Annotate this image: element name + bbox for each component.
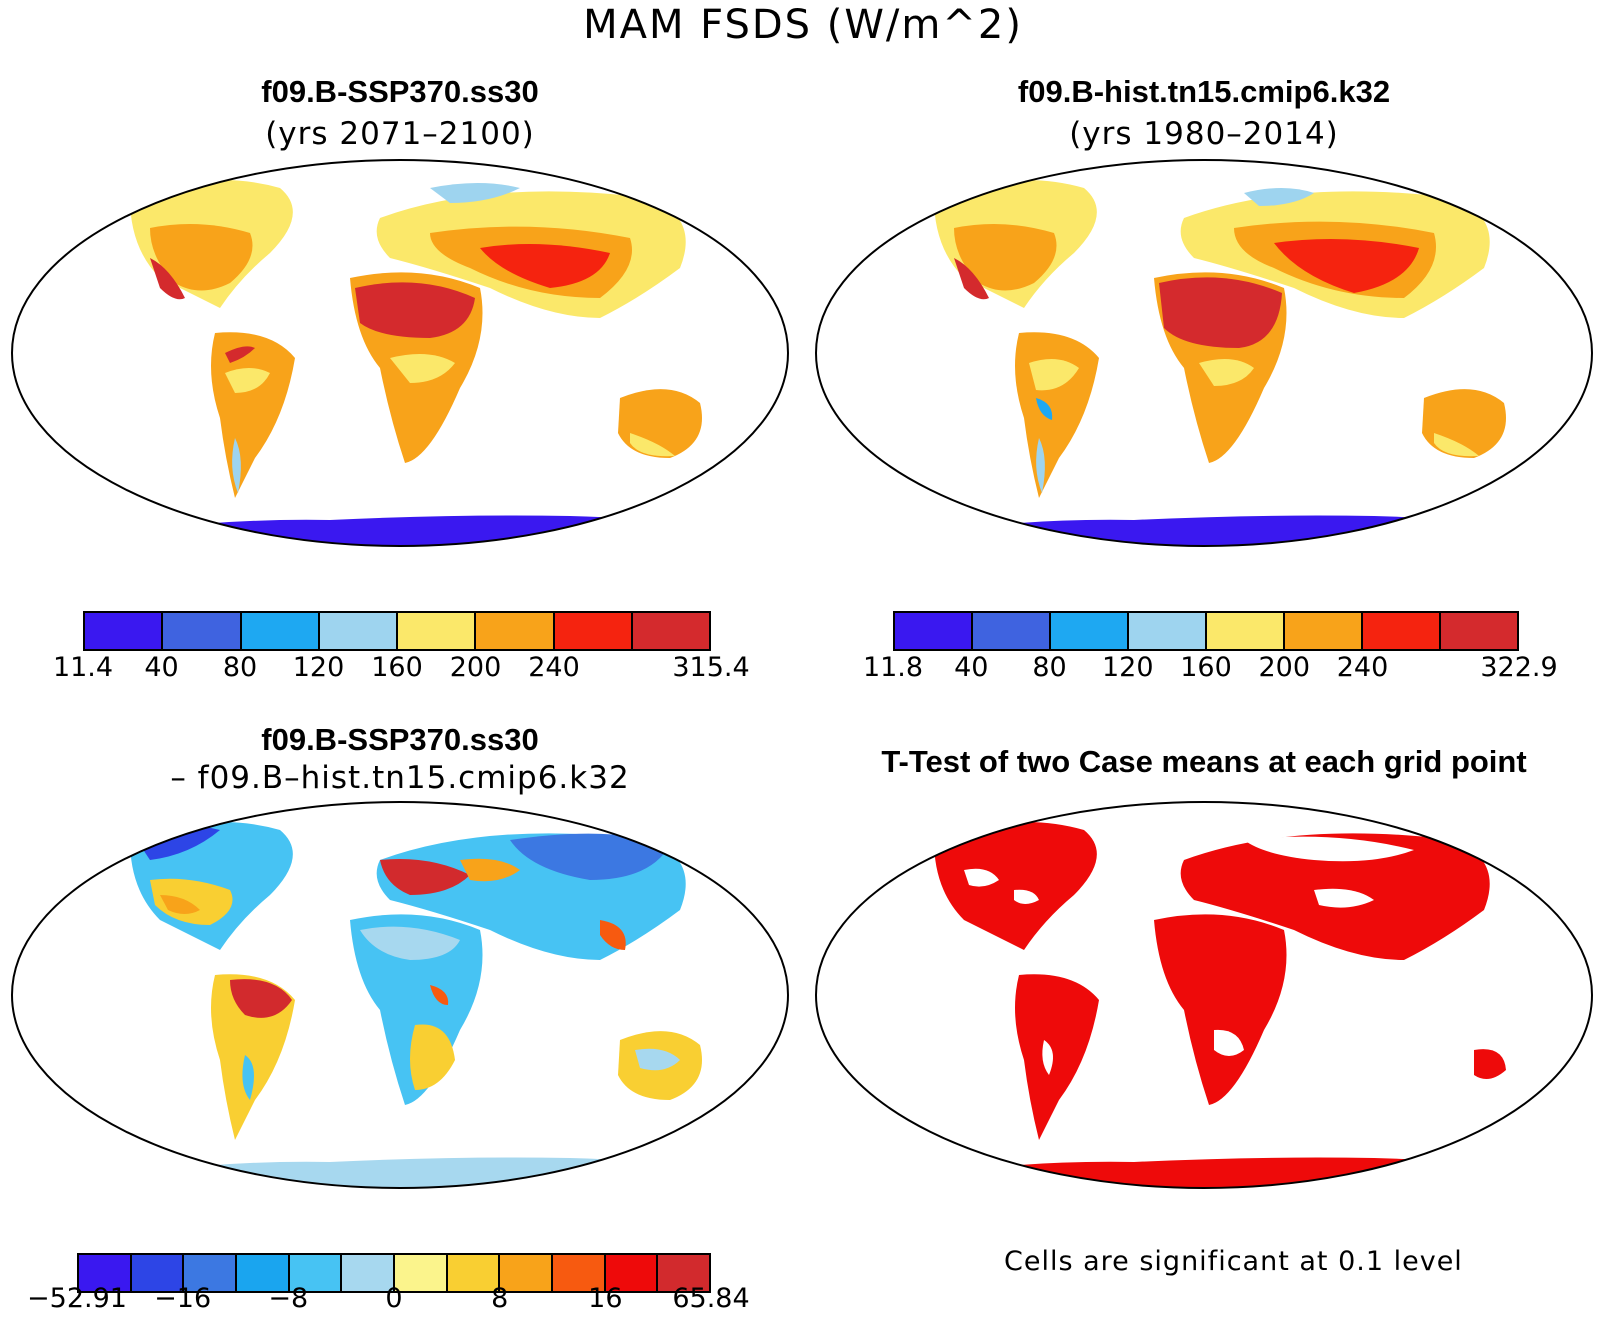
colorbar-swatch bbox=[658, 1255, 710, 1291]
colorbar-tick-label: 16 bbox=[588, 1283, 623, 1314]
panel-future-subtitle: (yrs 2071–2100) bbox=[265, 116, 535, 152]
colorbar-swatch bbox=[398, 613, 477, 649]
continent-antarctica bbox=[110, 515, 710, 546]
significance-note: Cells are significant at 0.1 level bbox=[1004, 1246, 1463, 1277]
continent-north-america bbox=[934, 180, 1097, 308]
colorbar-swatch bbox=[1363, 613, 1441, 649]
colorbar-swatch bbox=[79, 1255, 132, 1291]
colorbar-tick-label: 40 bbox=[144, 652, 179, 683]
colorbar-tick-label: 200 bbox=[449, 652, 502, 683]
colorbar-swatch bbox=[895, 613, 973, 649]
map-ttest-border bbox=[815, 801, 1593, 1189]
colorbar-future-ticks: 11.4 40 80 120 160 200 240 315.4 bbox=[53, 652, 750, 686]
colorbar-tick-label: 240 bbox=[528, 652, 580, 683]
colorbar-tick-label: 11.4 bbox=[52, 652, 114, 683]
colorbar-swatch bbox=[554, 613, 633, 649]
colorbar-hist bbox=[893, 611, 1519, 651]
panel-diff-subtitle: – f09.B–hist.tn15.cmip6.k32 bbox=[170, 760, 630, 796]
colorbar-tick-label: 322.9 bbox=[1480, 652, 1558, 683]
continent-north-america bbox=[130, 180, 293, 308]
colorbar-tick-label: 120 bbox=[292, 652, 345, 683]
colorbar-diff bbox=[77, 1253, 711, 1293]
continent-antarctica bbox=[110, 1157, 710, 1188]
colorbar-diff-ticks: −52.91 −16 −8 0 8 16 65.84 bbox=[27, 1283, 750, 1317]
map-diff bbox=[11, 801, 789, 1189]
continent-australia bbox=[618, 1031, 702, 1100]
panel-diff-title: f09.B-SSP370.ss30 bbox=[261, 722, 539, 757]
colorbar-swatch bbox=[319, 613, 398, 649]
colorbar-swatch bbox=[163, 613, 242, 649]
colorbar-hist-ticks: 11.8 40 80 120 160 200 240 322.9 bbox=[863, 652, 1558, 686]
colorbar-swatch bbox=[1207, 613, 1285, 649]
non-significant-cells bbox=[964, 836, 1472, 1083]
colorbar-swatch bbox=[289, 1255, 343, 1291]
continent-south-america bbox=[211, 974, 295, 1140]
colorbar-tick-label: 240 bbox=[1336, 652, 1389, 683]
continent-africa bbox=[350, 914, 483, 1105]
continent-eurasia bbox=[376, 833, 686, 960]
panel-future-title: f09.B-SSP370.ss30 bbox=[261, 74, 539, 109]
continent-south-america bbox=[1015, 332, 1099, 498]
map-future-border bbox=[11, 159, 789, 547]
colorbar-swatch bbox=[342, 1255, 396, 1291]
colorbar-swatch bbox=[447, 1255, 501, 1291]
map-future bbox=[11, 159, 789, 547]
map-hist bbox=[815, 159, 1593, 547]
colorbar-tick-label: −8 bbox=[268, 1283, 309, 1314]
colorbar-swatch bbox=[395, 1255, 448, 1291]
colorbar-swatch bbox=[85, 613, 164, 649]
colorbar-tick-label: 200 bbox=[1258, 652, 1311, 683]
colorbar-tick-label: 65.84 bbox=[672, 1283, 750, 1314]
colorbar-swatch bbox=[605, 1255, 659, 1291]
colorbar-swatch bbox=[632, 613, 709, 649]
colorbar-swatch bbox=[1441, 613, 1517, 649]
map-diff-border bbox=[11, 801, 789, 1189]
continent-south-america bbox=[211, 332, 295, 498]
colorbar-swatch bbox=[131, 1255, 185, 1291]
colorbar-swatch bbox=[553, 1255, 606, 1291]
colorbar-tick-label: −16 bbox=[154, 1283, 212, 1314]
colorbar-swatch bbox=[973, 613, 1051, 649]
colorbar-swatch bbox=[1051, 613, 1129, 649]
colorbar-tick-label: 315.4 bbox=[672, 652, 750, 683]
colorbar-swatch bbox=[1285, 613, 1363, 649]
colorbar-tick-label: 40 bbox=[954, 652, 989, 683]
colorbar-swatch bbox=[1129, 613, 1207, 649]
continent-australia bbox=[1422, 389, 1506, 458]
colorbar-tick-label: 8 bbox=[491, 1283, 509, 1314]
panel-hist-subtitle: (yrs 1980–2014) bbox=[1069, 116, 1339, 152]
continent-eurasia bbox=[376, 183, 686, 318]
colorbar-swatch bbox=[241, 613, 320, 649]
colorbar-tick-label: 80 bbox=[222, 652, 258, 683]
continent-antarctica bbox=[914, 515, 1514, 546]
map-hist-border bbox=[815, 159, 1593, 547]
colorbar-tick-label: 160 bbox=[1180, 652, 1232, 683]
colorbar-future bbox=[83, 611, 711, 651]
continent-australia bbox=[618, 389, 702, 458]
continent-africa bbox=[1154, 272, 1287, 463]
colorbar-swatch bbox=[476, 613, 555, 649]
colorbar-swatch bbox=[500, 1255, 554, 1291]
continent-eurasia bbox=[1180, 188, 1490, 318]
colorbar-tick-label: 120 bbox=[1101, 652, 1154, 683]
colorbar-swatch bbox=[237, 1255, 290, 1291]
colorbar-tick-label: 11.8 bbox=[862, 652, 924, 683]
panel-ttest-title: T-Test of two Case means at each grid po… bbox=[881, 744, 1527, 779]
map-ttest bbox=[815, 801, 1593, 1189]
colorbar-tick-label: 160 bbox=[371, 652, 423, 683]
panel-hist-title: f09.B-hist.tn15.cmip6.k32 bbox=[1017, 74, 1391, 109]
figure-title: MAM FSDS (W/m^2) bbox=[583, 2, 1023, 48]
colorbar-tick-label: 80 bbox=[1032, 652, 1067, 683]
colorbar-swatch bbox=[184, 1255, 238, 1291]
colorbar-tick-label: 0 bbox=[385, 1283, 403, 1314]
colorbar-tick-label: −52.91 bbox=[27, 1283, 127, 1314]
continent-africa bbox=[350, 272, 483, 463]
